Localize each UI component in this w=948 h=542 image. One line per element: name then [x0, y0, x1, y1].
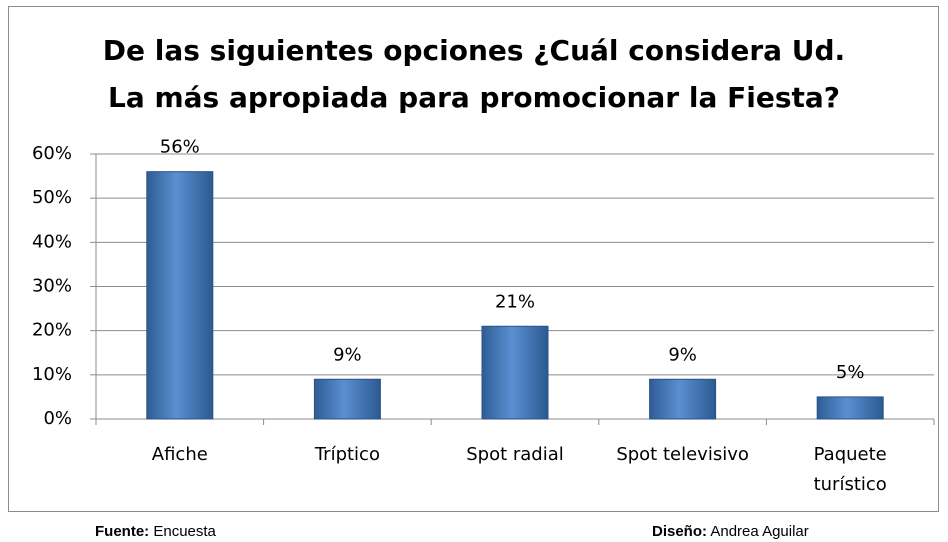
source-note: Fuente: Encuesta — [95, 523, 217, 540]
chart: De las siguientes opciones ¿Cuál conside… — [32, 34, 935, 495]
value-label: 9% — [668, 344, 697, 365]
x-tick-label: Paquete turístico — [814, 444, 887, 495]
chart-title: La más apropiada para promocionar la Fie… — [108, 81, 840, 114]
y-tick-label: 10% — [32, 364, 72, 385]
bar — [146, 171, 214, 420]
chart-title: De las siguientes opciones ¿Cuál conside… — [103, 34, 845, 67]
x-tick-label: Tríptico — [314, 444, 380, 465]
value-label: 9% — [333, 344, 362, 365]
y-tick-label: 20% — [32, 320, 72, 341]
y-tick-label: 30% — [32, 276, 72, 297]
x-tick-label: Afiche — [152, 444, 208, 465]
y-tick-label: 60% — [32, 143, 72, 164]
design-text: Andrea Aguilar — [710, 523, 808, 540]
value-label: 21% — [495, 291, 535, 312]
source-label: Fuente: — [95, 523, 149, 540]
y-tick-label: 50% — [32, 187, 72, 208]
x-tick-label: Spot televisivo — [616, 444, 749, 465]
bar — [481, 325, 549, 420]
y-tick-label: 0% — [43, 408, 72, 429]
bar — [313, 378, 381, 420]
value-label: 56% — [160, 137, 200, 158]
bar — [816, 396, 884, 420]
value-label: 5% — [836, 362, 865, 383]
x-tick-label: Spot radial — [466, 444, 564, 465]
source-text: Encuesta — [153, 523, 216, 540]
design-note: Diseño: Andrea Aguilar — [652, 523, 809, 540]
y-tick-label: 40% — [32, 231, 72, 252]
design-label: Diseño: — [652, 523, 707, 540]
bar — [649, 378, 717, 420]
